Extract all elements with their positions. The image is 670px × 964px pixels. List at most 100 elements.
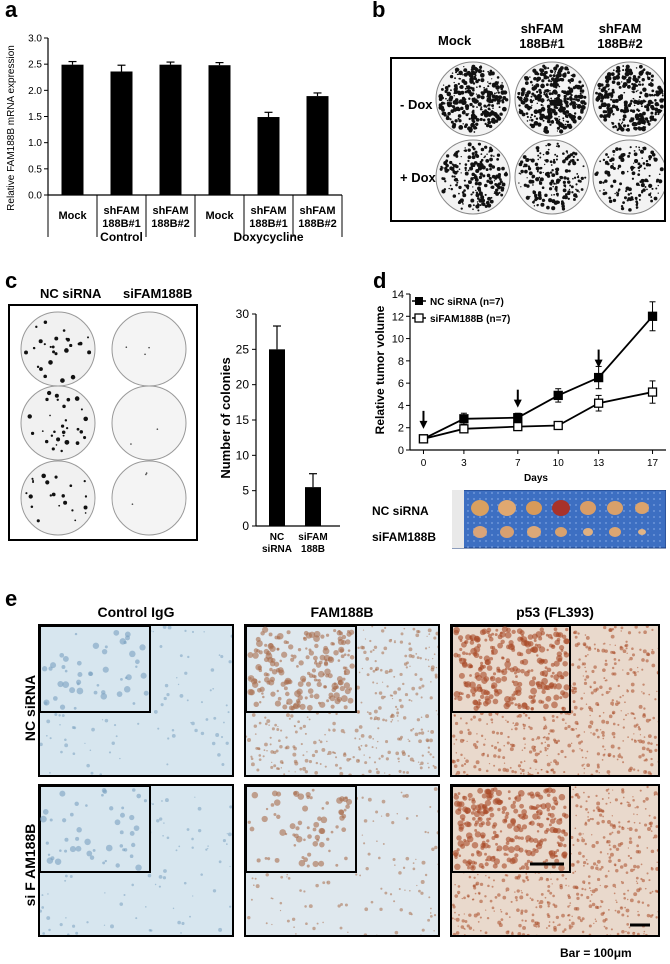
- d-series-line: [423, 315, 654, 440]
- d-xtick-label: 0: [421, 458, 427, 469]
- d-xtick-label: 10: [553, 458, 565, 469]
- legend-marker-open: [414, 313, 424, 323]
- d-point: [647, 387, 658, 397]
- panel-e-row-nc: NC siRNA: [22, 674, 38, 742]
- a-ytick-label: 1.5: [28, 112, 42, 123]
- d-xtick-label: 3: [461, 458, 467, 469]
- c-ytick-label: 5: [242, 484, 249, 498]
- panel-e-col-p53: p53 (FL393): [516, 604, 594, 620]
- d-point: [553, 420, 563, 431]
- panel-e-col-fam: FAM188B: [310, 604, 374, 620]
- d-xtick-label: 7: [515, 458, 521, 469]
- d-ytick-label: 4: [398, 400, 404, 412]
- micrograph-tile: [244, 784, 440, 937]
- c-xtick-label: siFAM: [298, 532, 327, 543]
- a-ytick-label: 3.0: [28, 34, 42, 45]
- c-ytick-label: 25: [236, 342, 250, 356]
- panel-c-col-nc: NC siRNA: [40, 286, 102, 301]
- panel-c-ylabel: Number of colonies: [218, 357, 233, 478]
- c-ytick-label: 10: [236, 448, 250, 462]
- d-point: [459, 414, 469, 424]
- c-bar: [305, 487, 321, 526]
- a-xtick-label: shFAM: [299, 205, 335, 217]
- a-xtick-label: shFAM: [152, 205, 188, 217]
- panel-b-col-sh1: shFAM 188B#1: [519, 21, 565, 51]
- panel-b-label: b: [372, 0, 386, 22]
- panel-d-photo-row-nc: NC siRNA: [372, 504, 429, 518]
- d-point: [647, 311, 658, 321]
- panel-d-series: [418, 301, 658, 444]
- micrograph-tile: [38, 784, 234, 937]
- micrograph-tile: [450, 624, 660, 777]
- panel-d-ylabel: Relative tumor volume: [373, 305, 387, 434]
- d-series-line: [423, 391, 653, 440]
- panel-d-xlabel: Days: [524, 473, 548, 484]
- micrograph-tile: [38, 624, 234, 777]
- d-xtick-label: 17: [647, 458, 659, 469]
- legend-sifam188b: siFAM188B (n=7): [430, 314, 510, 325]
- d-point: [593, 398, 604, 408]
- panel-c-plates: [20, 311, 187, 536]
- legend-nc-sirna: NC siRNA (n=7): [430, 297, 504, 308]
- panel-a-chart: Relative FAM188B mRNA expression 0.0 0.5 1…: [6, 34, 343, 244]
- a-xtick-label: shFAM: [250, 205, 286, 217]
- panel-c-col-si: siFAM188B: [123, 286, 193, 301]
- panel-b-row-plus-dox: + Dox: [400, 170, 436, 185]
- d-ytick-label: 10: [392, 334, 404, 346]
- panel-e-label: e: [5, 586, 18, 611]
- a-xtick-label: 188B#2: [151, 218, 190, 230]
- a-bar: [159, 64, 182, 195]
- d-point: [553, 390, 563, 401]
- a-ytick-label: 0.0: [28, 191, 42, 202]
- panel-a-ylabel: Relative FAM188B mRNA expression: [6, 45, 17, 211]
- panel-c-bars: [269, 325, 321, 526]
- panel-a-label: a: [5, 0, 18, 22]
- c-ytick-label: 30: [236, 307, 250, 321]
- micrograph-tile: [244, 624, 440, 777]
- panel-d-legend: NC siRNA (n=7) siFAM188B (n=7): [412, 297, 510, 325]
- a-ytick-label: 2.5: [28, 60, 42, 71]
- d-ytick-label: 0: [398, 445, 404, 457]
- a-bar: [306, 96, 329, 195]
- c-xtick-label: siRNA: [262, 544, 292, 555]
- panel-a-bars: [61, 60, 329, 195]
- panel-e-scale-label: Bar = 100μm: [560, 946, 632, 960]
- panel-d-label: d: [373, 268, 387, 293]
- panel-a-group-labels: Control Doxycycline: [100, 230, 304, 244]
- panel-c-label: c: [5, 268, 18, 293]
- panel-c-yaxis: 0 5 10 15 20 25 30: [236, 307, 340, 533]
- d-point: [593, 372, 604, 383]
- panel-d-axes: 0 2 4 6 8 10 12 14 0 3 7 10 13 17: [392, 289, 666, 469]
- panel-b-col-sh2: shFAM 188B#2: [597, 21, 643, 51]
- c-ytick-label: 15: [236, 413, 250, 427]
- c-bar: [269, 349, 285, 526]
- d-ytick-label: 14: [392, 289, 404, 301]
- panel-e-row-si: si F AM188B: [22, 823, 38, 907]
- panel-b-row-minus-dox: - Dox: [400, 97, 433, 112]
- c-ytick-label: 0: [242, 519, 249, 533]
- a-bar: [110, 71, 133, 195]
- panel-d-photo-row-si: siFAM188B: [372, 530, 437, 544]
- d-xtick-label: 13: [593, 458, 605, 469]
- a-xtick-label: Mock: [205, 210, 234, 222]
- a-group-label: Doxycycline: [233, 230, 303, 244]
- c-xtick-label: 188B: [301, 544, 325, 555]
- legend-marker-filled: [415, 297, 423, 305]
- panel-d-tumor-photo: [452, 490, 666, 549]
- a-xtick-label: shFAM: [103, 205, 139, 217]
- a-ytick-label: 2.0: [28, 86, 42, 97]
- a-ytick-label: 1.0: [28, 138, 42, 149]
- micrograph-tile: [450, 784, 660, 937]
- c-ytick-label: 20: [236, 378, 250, 392]
- a-ytick-label: 0.5: [28, 164, 42, 175]
- panel-c-frame: [8, 304, 198, 541]
- a-bar: [61, 64, 84, 195]
- d-point: [513, 413, 523, 423]
- a-xtick-label: 188B#1: [102, 218, 141, 230]
- d-point: [459, 424, 469, 434]
- panel-b-plates: [435, 61, 664, 215]
